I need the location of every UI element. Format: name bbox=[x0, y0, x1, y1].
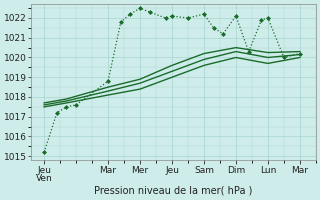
X-axis label: Pression niveau de la mer( hPa ): Pression niveau de la mer( hPa ) bbox=[94, 186, 253, 196]
